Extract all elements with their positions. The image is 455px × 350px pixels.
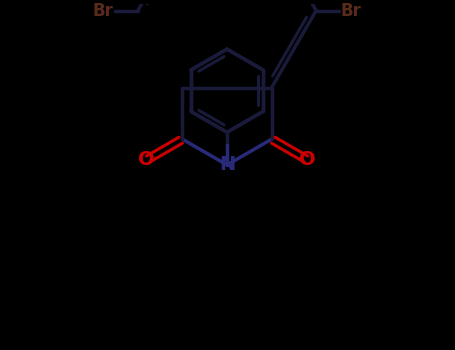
Text: Br: Br [340, 1, 361, 20]
Text: O: O [299, 150, 316, 169]
Text: N: N [219, 155, 235, 174]
Text: Br: Br [93, 1, 114, 20]
Text: O: O [138, 150, 155, 169]
